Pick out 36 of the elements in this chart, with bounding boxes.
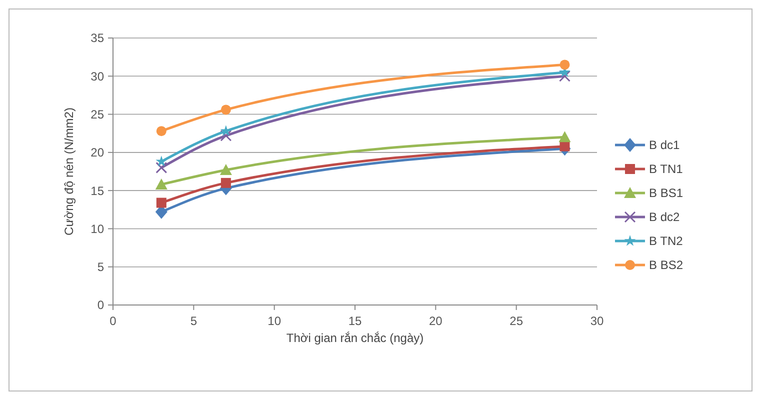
y-tick-label: 20 — [90, 146, 104, 160]
point — [560, 60, 570, 70]
point — [220, 104, 231, 115]
x-tick-label: 25 — [510, 314, 524, 328]
x-axis-title: Thời gian rắn chắc (ngày) — [286, 331, 424, 345]
y-tick-label: 5 — [97, 260, 104, 274]
y-tick-label: 10 — [90, 222, 104, 236]
y-axis-title: Cường độ nén (N/mm2) — [62, 108, 76, 236]
point — [560, 141, 570, 152]
point — [156, 198, 166, 208]
point — [156, 162, 168, 174]
legend-label: B dc1 — [649, 138, 680, 152]
y-tick-label: 30 — [90, 69, 104, 84]
point — [156, 126, 166, 136]
point — [558, 131, 571, 142]
legend-label: B TN2 — [649, 234, 684, 248]
point — [220, 130, 232, 142]
y-tick-label: 0 — [97, 298, 104, 312]
y-tick-label: 35 — [90, 31, 104, 46]
legend-label: B BS1 — [649, 186, 684, 200]
x-tick-label: 10 — [268, 314, 282, 328]
point — [155, 178, 168, 190]
legend-label: B TN1 — [649, 162, 684, 176]
point — [220, 164, 232, 175]
x-tick-label: 30 — [590, 314, 604, 328]
x-tick-label: 20 — [428, 314, 443, 328]
point — [558, 70, 570, 82]
y-tick-label: 15 — [90, 184, 104, 198]
legend-label: B BS2 — [649, 258, 684, 272]
x-tick-label: 15 — [348, 314, 362, 328]
y-tick-label: 25 — [90, 107, 104, 122]
point — [220, 178, 231, 188]
point — [156, 156, 168, 166]
legend-label: B dc2 — [649, 210, 680, 224]
x-tick-label: 5 — [190, 314, 198, 328]
x-tick-label: 0 — [110, 314, 117, 328]
